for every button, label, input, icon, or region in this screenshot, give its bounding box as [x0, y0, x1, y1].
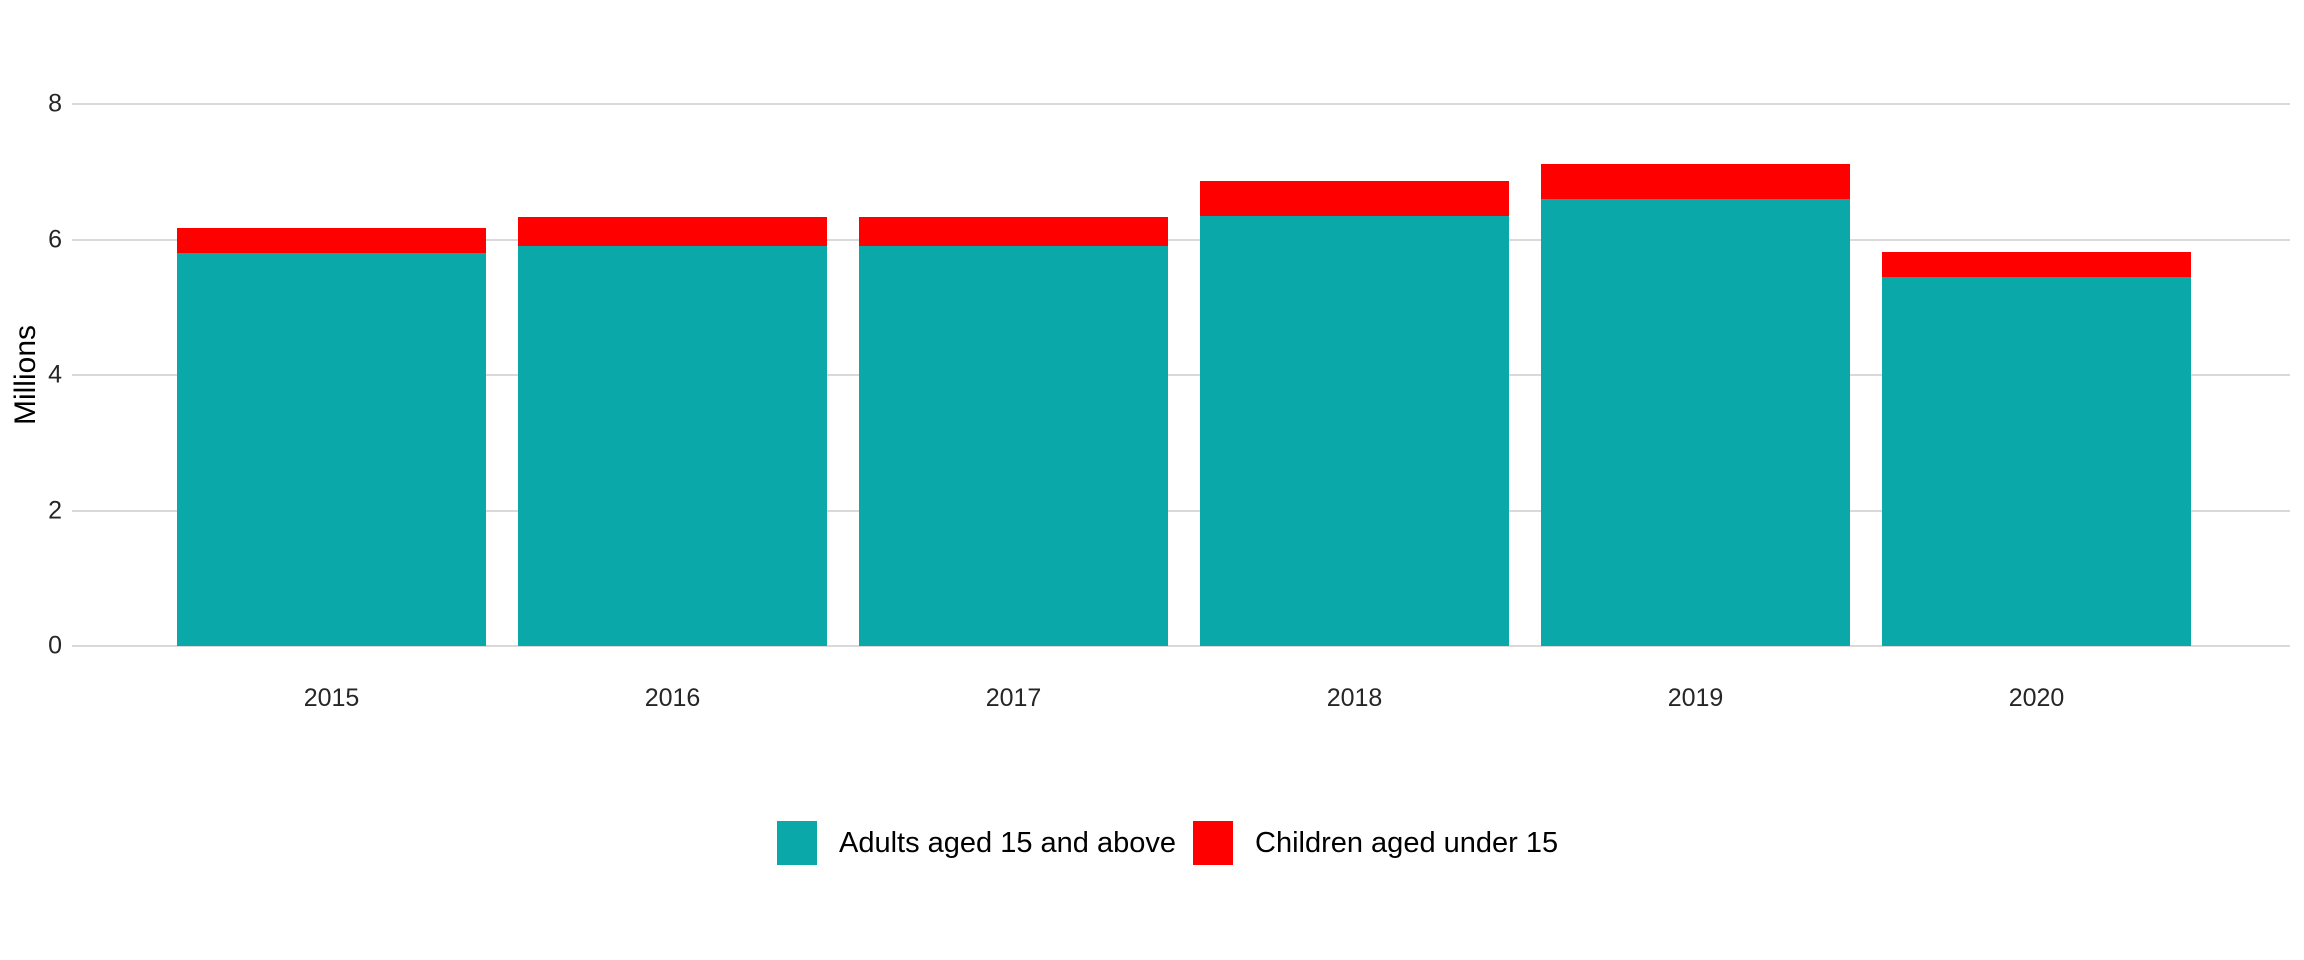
x-tick-label-2016: 2016	[644, 684, 701, 712]
y-tick-label-6: 6	[48, 225, 62, 254]
bar-adults-2020	[1882, 277, 2191, 646]
bar-adults-2018	[1200, 216, 1509, 646]
y-tick-label-8: 8	[48, 89, 62, 118]
gridline-y-6	[72, 239, 2290, 241]
bar-children-2015	[177, 228, 486, 253]
y-axis-title: Millions	[9, 324, 42, 426]
legend-swatch-adults[interactable]	[777, 821, 817, 865]
bar-adults-2016	[518, 246, 827, 646]
bar-children-2020	[1882, 252, 2191, 277]
bar-adults-2015	[177, 253, 486, 646]
x-tick-label-2019: 2019	[1667, 684, 1724, 712]
gridline-y-0	[72, 645, 2290, 647]
legend-label-adults[interactable]: Adults aged 15 and above	[839, 826, 1176, 859]
legend: Adults aged 15 and above Children aged un…	[777, 820, 1558, 866]
x-tick-label-2017: 2017	[985, 684, 1042, 712]
x-tick-label-2018: 2018	[1326, 684, 1383, 712]
bar-children-2017	[859, 217, 1168, 246]
y-tick-label-4: 4	[48, 360, 62, 389]
bar-children-2016	[518, 217, 827, 246]
legend-item-children[interactable]: Children aged under 15	[1193, 821, 1558, 865]
y-axis-title-box: Millions	[0, 104, 52, 646]
bar-children-2019	[1541, 164, 1850, 199]
legend-swatch-children[interactable]	[1193, 821, 1233, 865]
bar-adults-2019	[1541, 199, 1850, 646]
legend-item-adults[interactable]: Adults aged 15 and above	[777, 821, 1176, 865]
bar-children-2018	[1200, 181, 1509, 216]
legend-label-children[interactable]: Children aged under 15	[1255, 826, 1559, 859]
gridline-y-8	[72, 103, 2290, 105]
gridline-y-2	[72, 510, 2290, 512]
y-tick-label-0: 0	[48, 631, 62, 660]
gridline-y-4	[72, 374, 2290, 376]
x-tick-label-2020: 2020	[2008, 684, 2065, 712]
y-tick-label-2: 2	[48, 496, 62, 525]
bar-adults-2017	[859, 246, 1168, 646]
x-tick-label-2015: 2015	[303, 684, 360, 712]
